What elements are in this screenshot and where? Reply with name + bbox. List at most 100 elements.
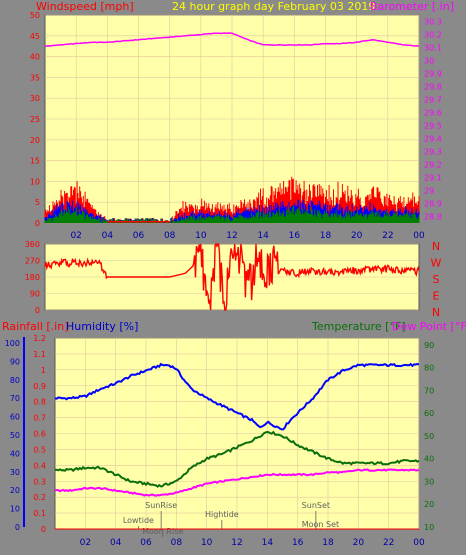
temperature-y-ticks: 10 20 30 40 50 60 70 80 90	[424, 341, 434, 532]
y-tick-label: 80	[10, 376, 20, 385]
y-tick-label: 0.6	[33, 430, 46, 439]
y-tick-label: 29.3	[424, 148, 442, 157]
barometer-axis-label: Barometer [.in]	[370, 0, 454, 13]
y-tick-label: 29.2	[424, 161, 442, 170]
wind-series	[44, 32, 420, 223]
x-tick-label: 18	[320, 231, 332, 241]
y-tick-label: 50	[424, 432, 434, 441]
y-tick-label: 0	[15, 523, 20, 532]
direction-series	[44, 242, 420, 311]
y-tick-label: 30	[30, 94, 40, 103]
y-tick-label: 29.4	[424, 135, 442, 144]
y-tick-label: 28.9	[424, 200, 442, 209]
y-tick-label: 29.1	[424, 174, 442, 183]
graph-title: 24 hour graph day February 03 2019	[172, 0, 375, 13]
y-tick-label: 30	[424, 57, 434, 66]
x-tick-label: 18	[322, 538, 334, 548]
dew-point-series	[54, 468, 420, 497]
y-tick-label: 360	[25, 240, 40, 249]
x-tick-label: 04	[102, 231, 114, 241]
annotation-label: SunSet	[302, 501, 330, 510]
annotation-label: Moon Rise	[142, 527, 183, 536]
y-tick-label: 1	[41, 366, 46, 375]
y-tick-label: 90	[30, 290, 40, 299]
x-tick-label: 22	[382, 231, 393, 241]
y-tick-label: 0.2	[33, 493, 46, 502]
y-tick-label: 25	[30, 115, 40, 124]
y-tick-label: 180	[25, 273, 40, 282]
x-tick-label: 10	[195, 231, 207, 241]
temperature-axis-label: Temperature [°F]	[311, 320, 406, 333]
x-tick-label: 08	[171, 538, 183, 548]
y-tick-label: 90	[10, 357, 20, 366]
x-tick-label: 20	[351, 231, 363, 241]
x-tick-label: 16	[292, 538, 304, 548]
humidity-axis-label: Humidity [%]	[66, 320, 138, 333]
temperature-series	[54, 430, 420, 488]
compass-label: N	[432, 240, 440, 253]
compass-label: S	[433, 273, 440, 286]
wind_min-series	[44, 205, 420, 223]
temp-series	[54, 362, 420, 530]
compass-label: E	[433, 290, 440, 303]
y-tick-label: 29.9	[424, 70, 442, 79]
y-tick-label: 40	[10, 449, 20, 458]
x-tick-label: 20	[353, 538, 365, 548]
y-tick-label: 70	[424, 386, 434, 395]
y-tick-label: 30.2	[424, 31, 442, 40]
y-tick-label: 0.7	[33, 414, 46, 423]
rain-y-ticks: 0 0.1 0.2 0.3 0.4 0.5 0.6 0.7 0.8 0.9 1 1.1 1.2	[33, 334, 46, 534]
y-tick-label: 0	[41, 525, 46, 534]
x-tick-label: 16	[289, 231, 301, 241]
y-tick-label: 50	[10, 431, 20, 440]
y-tick-label: 30	[10, 468, 20, 477]
y-tick-label: 1.2	[33, 334, 46, 343]
y-tick-label: 5	[35, 198, 40, 207]
wind-x-ticks: 02 04 06 08 10 12 14 16 18 20 22 00	[70, 231, 425, 241]
y-tick-label: 10	[30, 177, 40, 186]
annotation-label: Hightide	[205, 510, 239, 519]
x-tick-label: 06	[133, 231, 145, 241]
x-tick-label: 02	[80, 538, 91, 548]
x-tick-label: 06	[140, 538, 152, 548]
dewpoint-axis-label: Dew Point [°F]	[392, 320, 466, 333]
temp-grid	[55, 337, 420, 530]
wind-barometer-panel: Windspeed [mph] 24 hour graph day Februa…	[30, 0, 454, 241]
temperature-panel: Rainfall [.in] Humidity [%] Temperature …	[2, 320, 466, 548]
y-tick-label: 28.8	[424, 213, 442, 222]
y-tick-label: 40	[424, 455, 434, 464]
y-tick-label: 35	[30, 73, 40, 82]
y-tick-label: 50	[30, 11, 40, 20]
y-tick-label: 60	[424, 409, 434, 418]
humidity-series	[54, 362, 420, 431]
x-tick-label: 12	[231, 538, 242, 548]
barometer-series	[44, 32, 420, 47]
y-tick-label: 0.9	[33, 382, 46, 391]
x-tick-label: 12	[226, 231, 237, 241]
y-tick-label: 0	[35, 306, 40, 315]
y-tick-label: 29.5	[424, 122, 442, 131]
y-tick-label: 15	[30, 157, 40, 166]
y-tick-label: 0.5	[33, 445, 46, 454]
y-tick-label: 0.4	[33, 461, 46, 470]
y-tick-label: 1.1	[33, 350, 46, 359]
y-tick-label: 80	[424, 364, 434, 373]
y-tick-label: 30	[424, 477, 434, 486]
x-tick-label: 04	[110, 538, 122, 548]
y-tick-label: 30.3	[424, 18, 442, 27]
x-tick-label: 10	[201, 538, 213, 548]
y-tick-label: 29.6	[424, 109, 442, 118]
y-tick-label: 60	[10, 413, 20, 422]
y-tick-label: 0.3	[33, 477, 46, 486]
y-tick-label: 30.1	[424, 44, 442, 53]
x-tick-label: 02	[70, 231, 81, 241]
wind-y-ticks: 0 5 10 15 20 25 30 35 40 45 50	[30, 11, 40, 228]
x-tick-label: 22	[383, 538, 394, 548]
x-tick-label: 00	[413, 231, 425, 241]
direction-y-ticks: 0 90 180 270 360	[25, 240, 40, 315]
x-tick-label: 14	[257, 231, 269, 241]
wind-direction-series	[44, 242, 420, 311]
x-tick-label: 00	[413, 538, 425, 548]
annotation-label: Lowtide	[123, 516, 154, 525]
